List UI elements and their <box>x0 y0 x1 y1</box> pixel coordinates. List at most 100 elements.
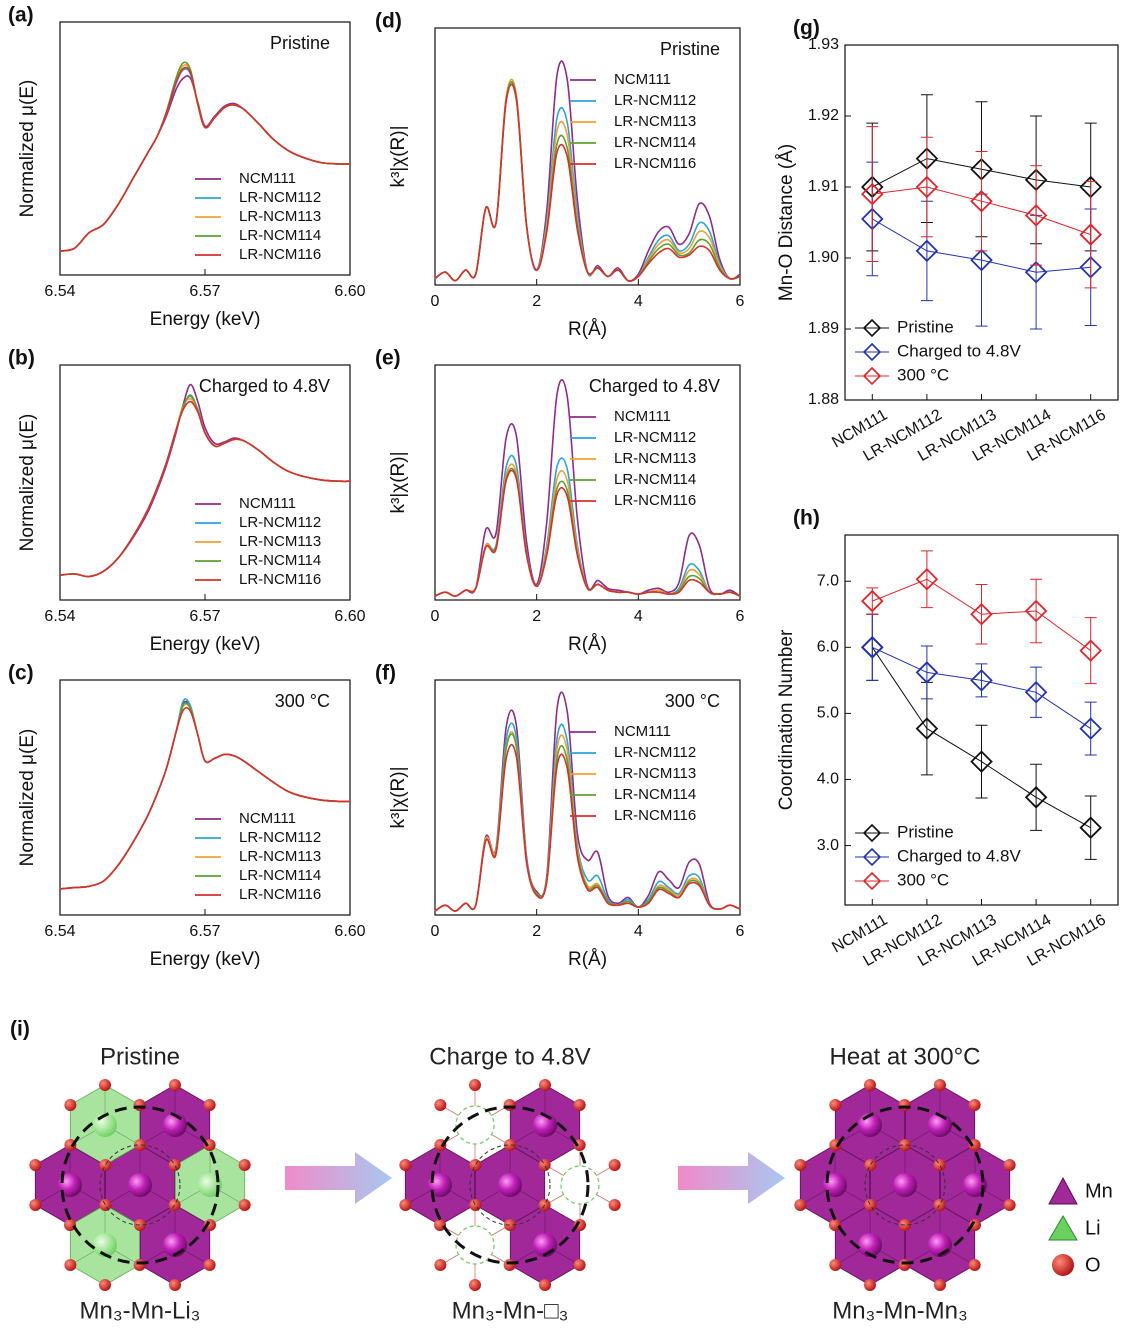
x-tick-label: 2 <box>532 923 541 940</box>
o-atom <box>503 1259 516 1271</box>
o-atom <box>864 1159 877 1171</box>
y-tick-label: 7.0 <box>817 572 839 589</box>
marker <box>1079 816 1102 839</box>
marker <box>970 669 993 692</box>
annotation: Charged to 4.8V <box>199 376 330 396</box>
legend-label: LR-NCM113 <box>614 450 696 467</box>
error-bar <box>1084 617 1097 685</box>
formula: Mn₃-Mn-□₃ <box>452 1297 569 1324</box>
o-atom <box>169 1279 181 1291</box>
y-tick-label: 6.0 <box>817 639 839 656</box>
chart-panel: (a) Normalized μ(E) Energy (keV) 6.54 6.57 6.… <box>8 4 366 330</box>
legend-marker <box>862 366 882 386</box>
o-atom <box>899 1219 911 1231</box>
marker <box>970 750 993 773</box>
li-atom <box>198 1173 222 1197</box>
error-bar <box>920 645 933 700</box>
x-axis-label: Energy (keV) <box>150 949 261 970</box>
o-atom <box>933 1199 946 1211</box>
diagram-title: Pristine <box>100 1043 180 1070</box>
marker <box>915 717 939 740</box>
formula: Mn₃-Mn-Li₃ <box>80 1297 201 1324</box>
x-tick-label: 6.54 <box>44 923 75 940</box>
legend-label: NCM111 <box>239 170 296 187</box>
x-axis-label: Energy (keV) <box>150 634 261 655</box>
o-atom <box>203 1099 216 1111</box>
marker <box>915 239 939 263</box>
annotation: Charged to 4.8V <box>589 376 720 396</box>
cluster <box>794 1079 1016 1291</box>
legend-marker <box>862 871 882 891</box>
error-bar <box>866 613 879 681</box>
structure-diagram: (i) Pristine Charge to 4.8V Heat at 300°… <box>10 1018 1113 1325</box>
error-bar <box>1030 763 1043 831</box>
legend-label: LR-NCM114 <box>239 552 321 569</box>
legend-label: LR-NCM112 <box>614 429 696 446</box>
legend-label: LR-NCM113 <box>614 113 696 130</box>
mn-atom <box>498 1173 522 1197</box>
panel-label: (d) <box>375 10 402 33</box>
legend-marker <box>862 318 882 338</box>
legend-label: NCM111 <box>239 810 296 827</box>
marker <box>1024 680 1048 704</box>
y-axis-label: k³|χ(R)| <box>388 125 409 187</box>
marker <box>970 248 993 272</box>
x-tick-label: 6 <box>736 293 745 310</box>
legend-label: Pristine <box>897 317 954 336</box>
x-tick-label: 0 <box>431 923 440 940</box>
legend-label: O <box>1085 1254 1101 1276</box>
diagram-title: Heat at 300°C <box>829 1043 980 1070</box>
y-axis-label: k³|χ(R)| <box>388 766 409 828</box>
vacancy <box>455 1105 495 1145</box>
x-axis-label: Energy (keV) <box>150 309 261 330</box>
y-tick-label: 4.0 <box>817 771 839 788</box>
x-tick-label: 6.54 <box>44 283 75 300</box>
o-atom <box>898 1259 911 1271</box>
legend-label: LR-NCM116 <box>614 155 696 172</box>
o-atom <box>133 1259 146 1271</box>
panel-label: (c) <box>8 662 34 685</box>
x-axis-label: R(Å) <box>568 319 607 340</box>
o-atom <box>864 1199 877 1211</box>
x-tick-label: 0 <box>431 608 440 625</box>
x-tick-label: 2 <box>532 293 541 310</box>
o-atom <box>539 1079 551 1091</box>
guide-circle <box>60 1105 220 1265</box>
legend-label: 300 °C <box>897 870 949 889</box>
chart-panel: (h)Coordination Number3.04.05.06.07.0NCM… <box>776 507 1119 970</box>
o-atom <box>169 1079 181 1091</box>
marker <box>915 661 939 684</box>
li-atom <box>93 1233 117 1257</box>
x-tick-label: 6.57 <box>189 608 220 625</box>
error-bar <box>1030 578 1043 644</box>
spectrum-line <box>434 691 741 912</box>
panel-label: (b) <box>8 347 35 370</box>
legend-marker <box>862 823 882 843</box>
o-atom <box>503 1099 516 1111</box>
error-bar <box>1030 666 1043 718</box>
o-atom <box>469 1199 482 1211</box>
legend-label: LR-NCM116 <box>239 246 321 263</box>
o-atom <box>538 1159 551 1171</box>
marker <box>970 603 993 626</box>
marker <box>861 589 884 613</box>
y-tick-label: 5.0 <box>817 705 839 722</box>
y-axis-label: Mn-O Distance (Å) <box>776 144 797 301</box>
marker <box>1079 223 1102 246</box>
marker <box>861 636 884 659</box>
legend-label: LR-NCM114 <box>239 867 321 884</box>
o-atom <box>29 1199 42 1211</box>
spectrum-line <box>59 400 351 578</box>
o-atom <box>504 1139 516 1151</box>
legend-label: LR-NCM116 <box>614 807 696 824</box>
spectrum-line <box>59 706 351 890</box>
legend-label: LR-NCM112 <box>614 92 696 109</box>
cluster <box>29 1079 251 1291</box>
x-tick-label: 4 <box>634 608 643 625</box>
formula: Mn₃-Mn-Mn₃ <box>832 1297 968 1324</box>
y-tick-label: 1.92 <box>808 107 839 124</box>
o-atom <box>434 1099 447 1111</box>
x-tick-label: 6.54 <box>44 608 75 625</box>
error-bar <box>975 663 988 698</box>
mn-atom <box>893 1173 917 1197</box>
